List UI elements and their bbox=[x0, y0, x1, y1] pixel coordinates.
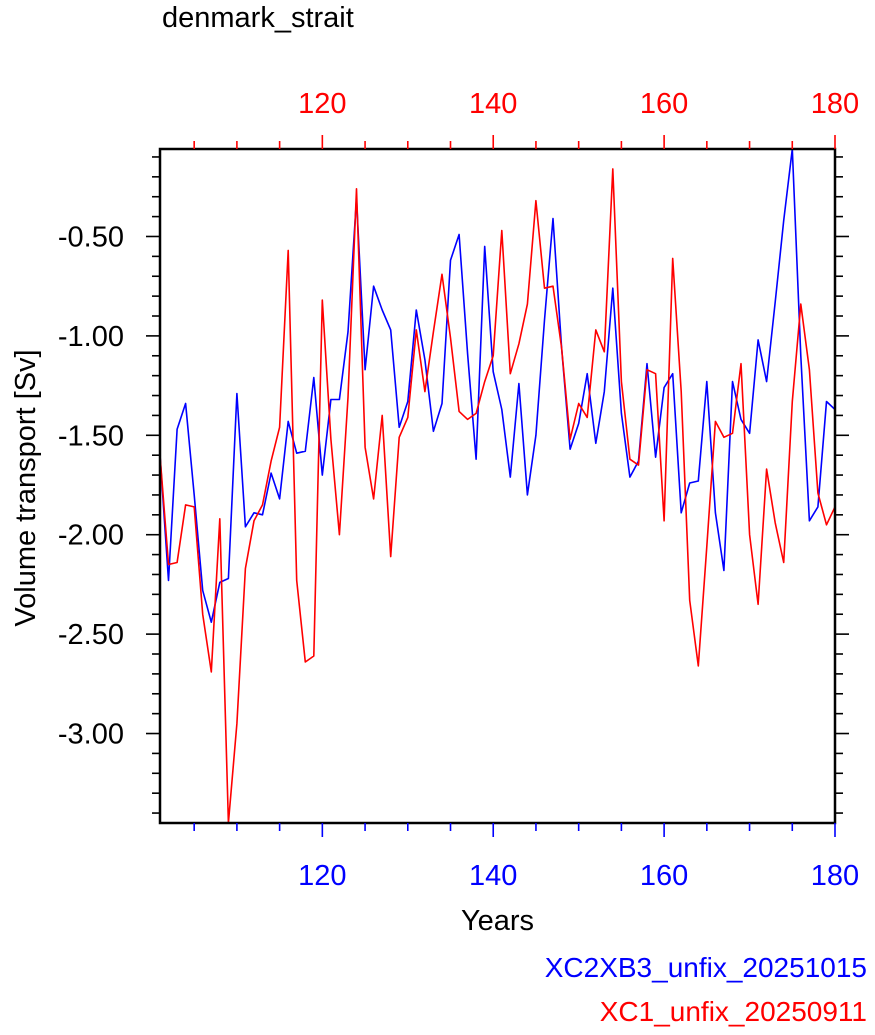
x-axis-label: Years bbox=[461, 905, 534, 937]
y-tick-label: -0.50 bbox=[58, 221, 124, 253]
series-line-red bbox=[159, 168, 836, 824]
x-tick-label-bottom: 140 bbox=[469, 860, 517, 892]
x-tick-label-bottom: 160 bbox=[640, 860, 688, 892]
y-tick-label: -3.00 bbox=[58, 719, 124, 751]
plot-frame bbox=[158, 147, 837, 825]
x-tick-label-top: 160 bbox=[640, 88, 688, 120]
x-tick-label-bottom: 180 bbox=[811, 860, 859, 892]
x-tick-label-bottom: 120 bbox=[298, 860, 346, 892]
y-tick-label: -2.50 bbox=[58, 619, 124, 651]
y-tick-label: -2.00 bbox=[58, 520, 124, 552]
series-line-blue bbox=[159, 148, 836, 624]
x-tick-label-top: 140 bbox=[469, 88, 517, 120]
chart-title: denmark_strait bbox=[162, 2, 354, 34]
y-tick-label: -1.00 bbox=[58, 321, 124, 353]
y-tick-label: -1.50 bbox=[58, 420, 124, 452]
legend-entry-red-series: XC1_unfix_20250911 bbox=[599, 996, 867, 1027]
x-tick-label-top: 180 bbox=[811, 88, 859, 120]
y-axis-label: Volume transport [Sv] bbox=[10, 349, 42, 626]
x-tick-label-top: 120 bbox=[298, 88, 346, 120]
legend-entry-blue-series: XC2XB3_unfix_20251015 bbox=[544, 952, 867, 983]
